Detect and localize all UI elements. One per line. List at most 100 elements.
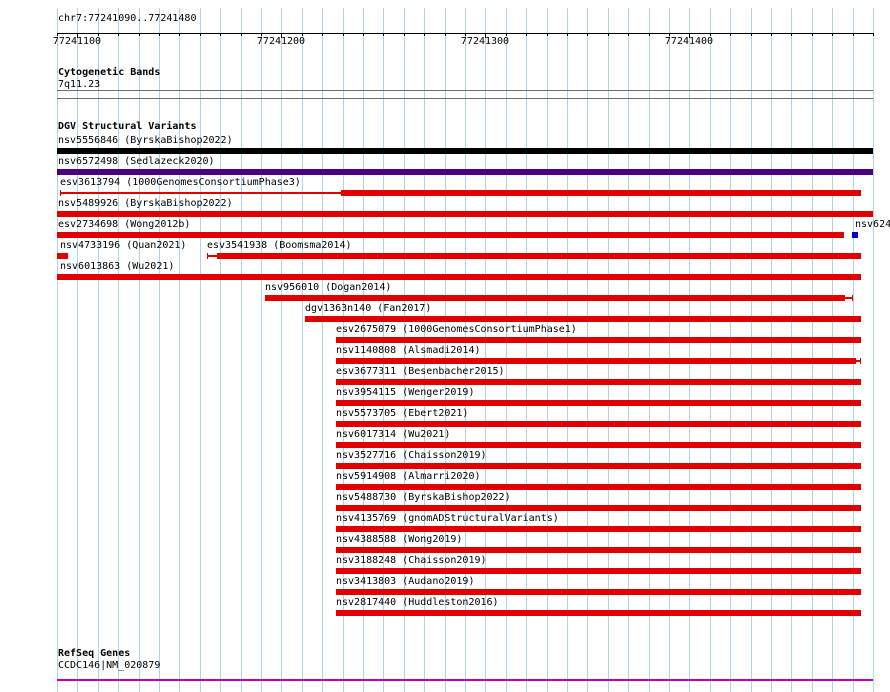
variant-label[interactable]: nsv624 (855, 219, 890, 230)
gridline (812, 8, 813, 692)
variant-bar[interactable] (852, 295, 853, 301)
variant-bar[interactable] (336, 400, 861, 406)
gridline (608, 8, 609, 692)
variant-label[interactable]: nsv3188248 (Chaisson2019) (336, 555, 487, 566)
ruler-minor-tick (873, 33, 874, 36)
variant-bar[interactable] (57, 148, 873, 154)
variant-label[interactable]: nsv5488730 (ByrskaBishop2022) (336, 492, 511, 503)
gridline (57, 8, 58, 692)
variant-bar[interactable] (341, 190, 861, 196)
variant-bar[interactable] (207, 253, 208, 259)
variant-bar[interactable] (336, 568, 861, 574)
variant-bar[interactable] (845, 297, 852, 299)
cytoband-glyph[interactable] (57, 90, 873, 99)
ruler-minor-tick (57, 33, 58, 36)
ruler-minor-tick (445, 33, 446, 36)
variant-bar[interactable] (852, 232, 858, 238)
variant-bar[interactable] (305, 316, 861, 322)
variant-label[interactable]: nsv4388588 (Wong2019) (336, 534, 463, 545)
variant-bar[interactable] (336, 337, 861, 343)
variant-label[interactable]: esv3677311 (Besenbacher2015) (336, 366, 505, 377)
variant-bar[interactable] (60, 190, 61, 196)
ruler-minor-tick (526, 33, 527, 36)
variant-bar[interactable] (57, 169, 873, 175)
variant-bar[interactable] (336, 505, 861, 511)
ruler-minor-tick (322, 33, 323, 36)
variant-label[interactable]: esv3613794 (1000GenomesConsortiumPhase3) (60, 177, 301, 188)
variant-label[interactable]: nsv3413803 (Audano2019) (336, 576, 475, 587)
gridline (567, 8, 568, 692)
variant-bar[interactable] (57, 211, 873, 217)
variant-bar[interactable] (336, 610, 861, 616)
gridline (587, 8, 588, 692)
ruler-major-tick (77, 33, 78, 38)
gridline (669, 8, 670, 692)
refseq-gene-name[interactable]: CCDC146|NM_020879 (58, 660, 161, 671)
variant-bar[interactable] (336, 358, 856, 364)
variant-bar[interactable] (336, 379, 861, 385)
gridline (159, 8, 160, 692)
variant-bar[interactable] (336, 421, 861, 427)
variant-label[interactable]: nsv3954115 (Wenger2019) (336, 387, 475, 398)
variant-label[interactable]: nsv4135769 (gnomADStructuralVariants) (336, 513, 559, 524)
variant-bar[interactable] (336, 484, 861, 490)
variant-label[interactable]: esv3541938 (Boomsma2014) (207, 240, 352, 251)
variant-label[interactable]: nsv5556846 (ByrskaBishop2022) (58, 135, 233, 146)
variant-label[interactable]: nsv3527716 (Chaisson2019) (336, 450, 487, 461)
ruler-minor-tick (628, 33, 629, 36)
variant-bar[interactable] (856, 360, 860, 362)
ruler-major-tick (281, 33, 282, 38)
variant-bar[interactable] (336, 463, 861, 469)
gridline (220, 8, 221, 692)
ruler-minor-tick (241, 33, 242, 36)
gridline (424, 8, 425, 692)
variant-bar[interactable] (336, 547, 861, 553)
gridline (628, 8, 629, 692)
variant-label[interactable]: esv2675079 (1000GenomesConsortiumPhase1) (336, 324, 577, 335)
variant-label[interactable]: esv2734698 (Wong2012b) (58, 219, 191, 230)
variant-bar[interactable] (336, 526, 861, 532)
variant-bar[interactable] (336, 442, 861, 448)
ruler-tick-label: 77241200 (256, 36, 306, 47)
variant-bar[interactable] (336, 589, 861, 595)
gridline (139, 8, 140, 692)
gridline (771, 8, 772, 692)
gridline (526, 8, 527, 692)
gridline (302, 8, 303, 692)
variant-bar[interactable] (860, 358, 861, 364)
gridline (873, 8, 874, 692)
gridline (791, 8, 792, 692)
variant-label[interactable]: nsv956010 (Dogan2014) (265, 282, 392, 293)
variant-bar[interactable] (57, 253, 68, 259)
variant-label[interactable]: nsv1140808 (Alsmadi2014) (336, 345, 481, 356)
refseq-section-title: RefSeq Genes (58, 648, 131, 659)
gridline (689, 8, 690, 692)
variant-label[interactable]: nsv6017314 (Wu2021) (336, 429, 451, 440)
gridline (363, 8, 364, 692)
ruler-minor-tick (567, 33, 568, 36)
gridline (547, 8, 548, 692)
variant-label[interactable]: dgv1363n140 (Fan2017) (305, 303, 432, 314)
variant-label[interactable]: nsv6572498 (Sedlazeck2020) (58, 156, 215, 167)
variant-label[interactable]: nsv5489926 (ByrskaBishop2022) (58, 198, 233, 209)
gridline (832, 8, 833, 692)
gridline (404, 8, 405, 692)
ruler-minor-tick (587, 33, 588, 36)
variant-bar[interactable] (57, 274, 861, 280)
ruler-tick-label: 77241100 (52, 36, 102, 47)
variant-label[interactable]: nsv5573705 (Ebert2021) (336, 408, 469, 419)
refseq-gene-glyph[interactable] (57, 679, 873, 681)
variant-label[interactable]: nsv6013863 (Wu2021) (60, 261, 175, 272)
variant-label[interactable]: nsv4733196 (Quan2021) (60, 240, 187, 251)
variant-bar[interactable] (61, 192, 341, 194)
variant-label[interactable]: nsv5914908 (Almarri2020) (336, 471, 481, 482)
variant-label[interactable]: nsv2817440 (Huddleston2016) (336, 597, 499, 608)
variant-bar[interactable] (217, 253, 861, 259)
variant-bar[interactable] (208, 255, 217, 257)
ruler-minor-tick (383, 33, 384, 36)
variant-bar[interactable] (265, 295, 845, 301)
gridline (465, 8, 466, 692)
variant-bar[interactable] (57, 232, 844, 238)
gridline (261, 8, 262, 692)
